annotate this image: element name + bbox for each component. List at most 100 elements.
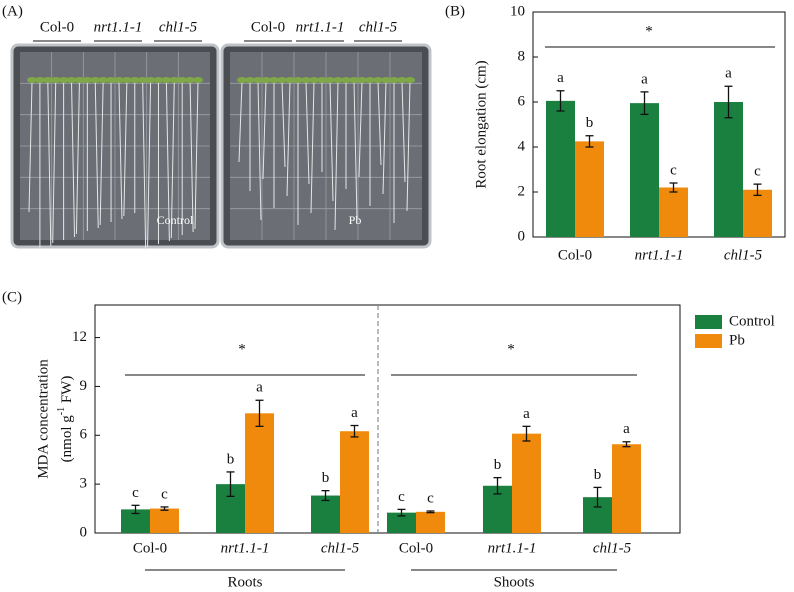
seedling — [269, 77, 279, 83]
panel-label: (B) — [445, 3, 465, 19]
bar — [630, 103, 659, 237]
error-bar — [426, 510, 435, 514]
root — [286, 81, 291, 197]
significance-letter: b — [494, 457, 502, 473]
root — [118, 81, 123, 220]
seedling — [373, 77, 383, 83]
seedling — [341, 77, 351, 83]
y-tick-label: 3 — [80, 476, 88, 492]
error-bar — [321, 490, 330, 502]
significance-letter: b — [586, 115, 594, 131]
seedling — [309, 77, 319, 83]
unit-sup: -1 — [56, 407, 67, 415]
root — [406, 81, 411, 212]
error-bar — [585, 135, 594, 148]
bar — [659, 187, 688, 237]
root — [99, 81, 104, 226]
seedling — [90, 77, 101, 83]
x-tick-label: Col-0 — [558, 247, 592, 263]
error-bar — [350, 424, 359, 438]
root — [47, 81, 52, 247]
genotype-label: Col-0 — [40, 19, 74, 35]
x-tick-label: chl1-5 — [321, 540, 360, 556]
y-tick-label: 8 — [518, 48, 526, 64]
significance-letter: b — [227, 451, 235, 467]
error-bar — [226, 471, 235, 498]
root — [71, 81, 76, 238]
root — [147, 81, 152, 248]
error-bar — [160, 506, 169, 511]
seedling — [301, 77, 311, 83]
y-tick-label: 0 — [518, 228, 526, 244]
seedling — [381, 77, 391, 83]
seedling — [66, 77, 77, 83]
significance-letter: a — [725, 66, 732, 82]
seedling — [333, 77, 343, 83]
panel-label: (C) — [2, 289, 22, 305]
seedling — [389, 77, 399, 83]
error-bar — [640, 91, 649, 116]
significance-letter: c — [670, 162, 677, 178]
seedling — [277, 77, 287, 83]
significance-letter: a — [351, 405, 358, 421]
genotype-label: nrt1.1-1 — [296, 19, 345, 35]
error-bar — [753, 183, 762, 197]
genotype-label: Col-0 — [251, 19, 285, 35]
seedling — [325, 77, 335, 83]
seedling — [177, 77, 188, 83]
seedling — [137, 77, 148, 83]
y-tick-label: 10 — [510, 3, 525, 19]
y-tick-label: 12 — [72, 329, 87, 345]
error-bar — [397, 508, 406, 517]
seedling — [349, 77, 359, 83]
seedling — [161, 77, 172, 83]
error-bar — [556, 90, 565, 112]
significance-letter: a — [523, 406, 530, 422]
y-axis-label: MDA concentration — [35, 359, 51, 479]
y-tick-label: 9 — [80, 378, 88, 394]
seedling — [121, 77, 132, 83]
bar — [121, 509, 150, 533]
seedling — [98, 77, 109, 83]
root — [94, 81, 99, 229]
legend-swatch — [695, 315, 722, 329]
significance-letter: a — [623, 421, 630, 437]
legend-swatch — [695, 334, 722, 348]
root — [238, 81, 243, 163]
seedling — [58, 77, 69, 83]
group-label: Roots — [227, 574, 262, 590]
seedling — [365, 77, 375, 83]
genotype-label: nrt1.1-1 — [94, 19, 143, 35]
seedling — [253, 77, 263, 83]
root — [401, 81, 406, 183]
treatment-label: Control — [157, 213, 194, 227]
bar — [714, 102, 743, 237]
root — [305, 81, 310, 185]
y-tick-label: 4 — [518, 138, 526, 154]
root — [334, 81, 339, 231]
seedling — [153, 77, 164, 83]
significance-letter: c — [398, 489, 405, 505]
seedling — [169, 77, 180, 83]
significance-star: * — [645, 23, 653, 39]
bar — [743, 189, 772, 237]
bar — [512, 433, 541, 533]
unit-text: (nmol g — [59, 415, 75, 463]
seedling — [285, 77, 295, 83]
seedling — [74, 77, 85, 83]
error-bar — [522, 425, 531, 442]
significance-letter: a — [256, 380, 263, 396]
group-label: Shoots — [494, 574, 535, 590]
seedling — [237, 77, 247, 83]
x-tick-label: chl1-5 — [593, 540, 632, 556]
seedling — [34, 77, 45, 83]
significance-letter: a — [557, 70, 564, 86]
significance-star: * — [507, 341, 515, 357]
significance-letter: c — [754, 164, 761, 180]
error-bar — [622, 441, 631, 448]
x-tick-label: chl1-5 — [724, 247, 763, 263]
bar — [340, 431, 369, 533]
seedling — [82, 77, 93, 83]
root — [310, 81, 315, 214]
